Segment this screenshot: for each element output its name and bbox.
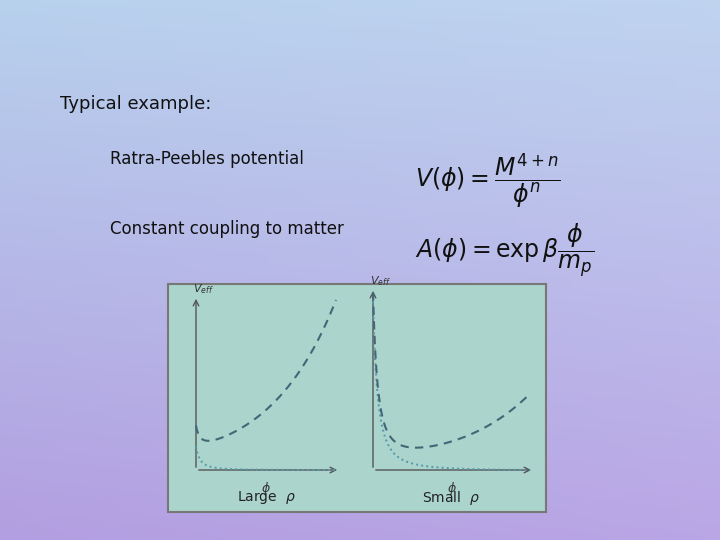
Text: Ratra-Peebles potential: Ratra-Peebles potential	[110, 150, 304, 168]
Bar	[168, 284, 546, 512]
Text: $V_{eff}$: $V_{eff}$	[193, 282, 214, 296]
Text: Typical example:: Typical example:	[60, 95, 212, 113]
Text: $\phi$: $\phi$	[446, 480, 456, 497]
Text: Large  $\rho$: Large $\rho$	[237, 489, 295, 507]
Text: $A(\phi) = \exp\beta\dfrac{\phi}{m_p}$: $A(\phi) = \exp\beta\dfrac{\phi}{m_p}$	[415, 222, 594, 280]
Text: Small  $\rho$: Small $\rho$	[423, 489, 480, 507]
Text: Constant coupling to matter: Constant coupling to matter	[110, 220, 344, 238]
Text: $V(\phi) = \dfrac{M^{4+n}}{\phi^n}$: $V(\phi) = \dfrac{M^{4+n}}{\phi^n}$	[415, 152, 560, 211]
Text: $\phi$: $\phi$	[261, 480, 271, 497]
Text: $V_{eff}$: $V_{eff}$	[370, 274, 391, 288]
